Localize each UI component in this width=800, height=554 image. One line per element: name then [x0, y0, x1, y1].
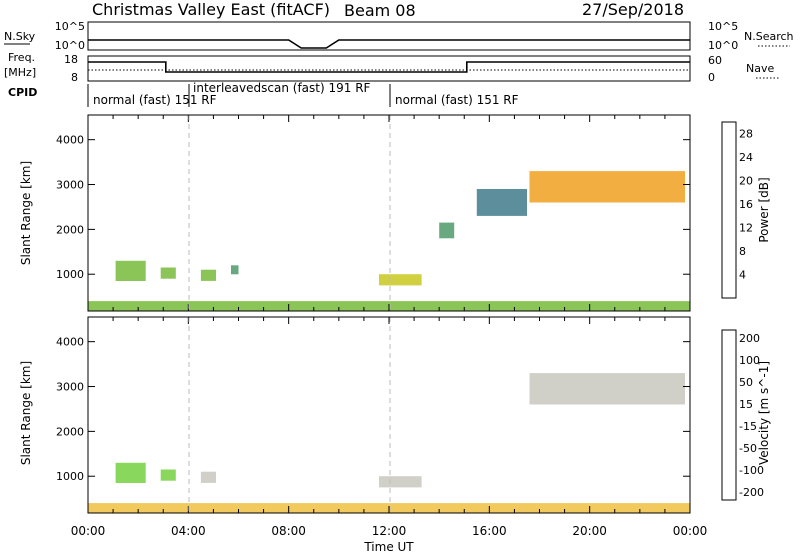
colorbar-frame — [721, 121, 737, 299]
colorbar-tick-label: 200 — [739, 332, 760, 345]
freq-unit-label: [MHz] — [4, 66, 36, 79]
time-tick-label: 00:00 — [673, 524, 708, 538]
cpid-row: CPID normal (fast) 151 RF interleavedsca… — [8, 81, 519, 107]
freq-trace — [88, 61, 690, 73]
time-tick-label: 16:00 — [472, 524, 507, 538]
colorbar-tick-label: 20 — [739, 175, 753, 188]
nsky-panel: N.Sky 10^5 10^0 10^5 10^0 N.Search — [4, 20, 794, 52]
y-tick-label: 4000 — [56, 336, 84, 349]
cpid-mode-1: interleavedscan (fast) 191 RF — [193, 81, 371, 95]
plot-title: Christmas Valley East (fitACF) — [92, 0, 330, 19]
power-echo-region-4 — [379, 274, 422, 286]
velocity-y-ticks: 1000 2000 3000 4000 — [56, 336, 690, 483]
power-y-axis-label: Slant Range [km] — [19, 161, 33, 265]
nsearch-label: N.Search — [744, 30, 794, 43]
colorbar-tick-label: 100 — [739, 354, 760, 367]
velocity-echo-region-3 — [379, 476, 422, 488]
colorbar-tick-label: 16 — [739, 198, 753, 211]
power-echo-layer — [88, 171, 690, 311]
velocity-echo-region-2 — [200, 471, 216, 483]
power-colorbar: 4 8 12 16 20 24 28 — [721, 121, 753, 299]
nsky-right-tick-top: 10^5 — [708, 20, 738, 33]
nsky-left-tick-bottom: 10^0 — [55, 39, 85, 52]
power-echo-region-5 — [439, 222, 455, 239]
nsky-label: N.Sky — [4, 30, 36, 43]
velocity-echo-layer — [88, 373, 690, 513]
velocity-panel: 1000 2000 3000 4000 Slant Range [km] 200 100… — [19, 316, 771, 514]
nave-label: Nave — [746, 62, 774, 75]
y-tick-label: 4000 — [56, 134, 84, 147]
time-tick-label: 08:00 — [271, 524, 306, 538]
colorbar-tick-label: 15 — [739, 398, 753, 411]
colorbar-tick-label: 28 — [739, 128, 753, 141]
y-tick-label: 2000 — [56, 425, 84, 438]
plot-date: 27/Sep/2018 — [582, 0, 684, 19]
velocity-echo-region-1 — [160, 469, 176, 481]
time-axis-labels: 00:00 04:00 08:00 12:00 16:00 20:00 00:00 — [71, 524, 708, 538]
power-echo-region-7 — [476, 189, 527, 216]
time-axis-label: Time UT — [363, 540, 414, 554]
power-echo-region-3 — [231, 265, 239, 275]
time-tick-label: 00:00 — [71, 524, 106, 538]
power-x-ticks — [87, 115, 691, 311]
colorbar-tick-label: 4 — [739, 269, 746, 282]
y-tick-label: 1000 — [56, 470, 84, 483]
y-tick-label: 3000 — [56, 179, 84, 192]
freq-label: Freq. — [8, 51, 35, 64]
power-panel-frame — [87, 114, 691, 312]
freq-left-tick-bottom: 8 — [71, 71, 78, 84]
velocity-colorbar-label: Velocity [m s^-1] — [757, 361, 771, 465]
freq-panel-frame — [87, 55, 691, 82]
colorbar-tick-label: -15 — [739, 420, 757, 433]
colorbar-frame — [721, 329, 737, 501]
y-tick-label: 1000 — [56, 268, 84, 281]
colorbar-tick-label: 50 — [739, 376, 753, 389]
velocity-y-axis-label: Slant Range [km] — [19, 361, 33, 465]
power-panel: 1000 2000 3000 4000 Slant Range [km] 4 8 12 16… — [19, 114, 771, 312]
colorbar-tick-label: -200 — [739, 486, 764, 499]
colorbar-tick-label: 8 — [739, 245, 746, 258]
time-tick-label: 04:00 — [171, 524, 206, 538]
beam-label: Beam 08 — [344, 1, 416, 20]
nsky-left-tick-top: 10^5 — [55, 20, 85, 33]
time-tick-label: 20:00 — [572, 524, 607, 538]
power-colorbar-label: Power [dB] — [757, 177, 771, 242]
cpid-mode-2: normal (fast) 151 RF — [395, 93, 519, 107]
velocity-echo-region-0 — [115, 462, 146, 483]
colorbar-tick-label: -100 — [739, 464, 764, 477]
y-tick-label: 2000 — [56, 223, 84, 236]
y-tick-label: 3000 — [56, 381, 84, 394]
power-echo-region-6 — [529, 171, 685, 203]
velocity-echo-region-4 — [529, 373, 685, 405]
power-echo-region-0 — [115, 260, 146, 281]
power-echo-region-2 — [200, 269, 216, 281]
freq-panel: Freq. [MHz] 18 8 60 0 Nave — [4, 51, 780, 84]
cpid-mode-0: normal (fast) 151 RF — [93, 93, 217, 107]
velocity-colorbar-label-text: Velocity [m s^-1] — [757, 361, 771, 465]
colorbar-tick-label: 24 — [739, 151, 753, 164]
velocity-panel-frame — [87, 316, 691, 514]
time-tick-label: 12:00 — [372, 524, 407, 538]
colorbar-tick-label: 12 — [739, 222, 753, 235]
colorbar-tick-label: -50 — [739, 442, 757, 455]
power-echo-region-1 — [160, 267, 176, 279]
nave-right-tick-bottom: 0 — [708, 71, 715, 84]
nsky-right-tick-bottom: 10^0 — [708, 39, 738, 52]
nsky-panel-frame — [87, 21, 691, 51]
nave-right-tick-top: 60 — [708, 54, 722, 67]
freq-left-tick-top: 18 — [64, 53, 78, 66]
velocity-colorbar: 200 100 50 15 -15 -50 -100 -200 — [721, 329, 764, 501]
nsky-trace — [88, 39, 690, 49]
power-y-ticks: 1000 2000 3000 4000 — [56, 134, 690, 281]
cpid-label: CPID — [8, 86, 37, 99]
